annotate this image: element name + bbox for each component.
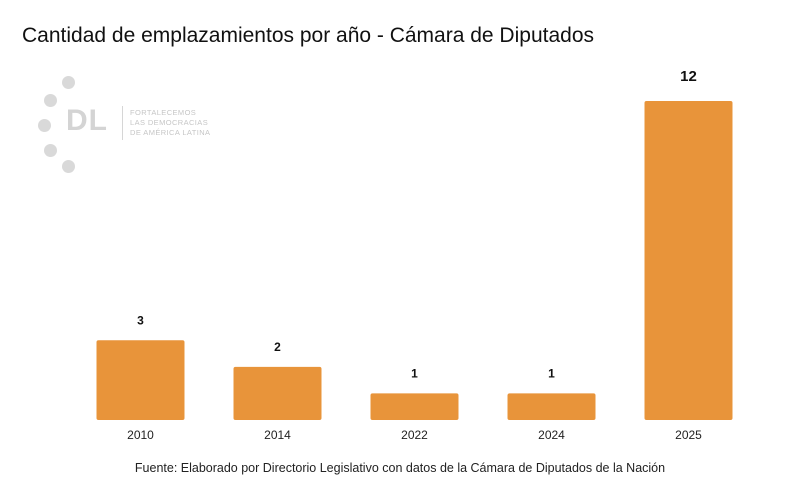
chart-title: Cantidad de emplazamientos por año - Cám… — [22, 24, 594, 47]
logo-tagline-line: FORTALECEMOS — [130, 108, 197, 117]
logo-dot — [44, 144, 57, 157]
logo-tagline: FORTALECEMOS LAS DEMOCRACIAS DE AMÉRICA … — [130, 108, 210, 138]
x-tick-label-2022: 2022 — [401, 428, 428, 442]
data-label-2022: 1 — [411, 366, 418, 380]
bar-2024 — [507, 393, 596, 420]
logo-dot — [62, 160, 75, 173]
data-label-2014: 2 — [274, 340, 281, 354]
dl-logo: DL FORTALECEMOS LAS DEMOCRACIAS DE AMÉRI… — [36, 74, 236, 174]
x-tick-label-2014: 2014 — [264, 428, 291, 442]
logo-dot — [44, 94, 57, 107]
bar-2010 — [96, 340, 185, 420]
logo-tagline-line: LAS DEMOCRACIAS — [130, 118, 209, 127]
logo-dot — [38, 119, 51, 132]
x-tick-label-2024: 2024 — [538, 428, 565, 442]
data-label-2010: 3 — [137, 313, 144, 327]
x-tick-label-2010: 2010 — [127, 428, 154, 442]
source-note: Fuente: Elaborado por Directorio Legisla… — [134, 461, 666, 475]
data-label-2025: 12 — [680, 68, 697, 85]
logo-mark: DL — [66, 104, 108, 137]
x-tick-label-2025: 2025 — [675, 428, 702, 442]
logo-divider — [122, 106, 123, 140]
bar-2022 — [370, 393, 459, 420]
bar-2025 — [644, 101, 733, 420]
logo-tagline-line: DE AMÉRICA LATINA — [130, 128, 211, 137]
logo-dot — [62, 76, 75, 89]
bar-2014 — [233, 366, 322, 420]
data-label-2024: 1 — [548, 366, 555, 380]
